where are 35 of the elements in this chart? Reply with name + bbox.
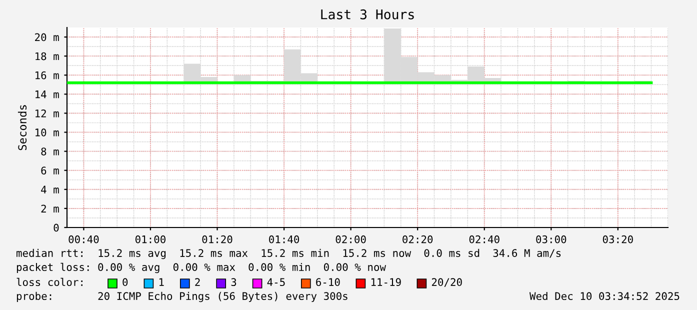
y-tick-label: 10 m: [36, 128, 59, 136]
legend-label: 11-19: [371, 278, 401, 286]
y-tick-label: 16 m: [36, 71, 59, 80]
y-tick-label: 14 m: [36, 90, 59, 98]
text: packet loss: 0.00 % avg 0.00 % max 0.00 % min 0.00 % now: [16, 262, 386, 274]
y-tick-label: 20 m: [35, 33, 59, 42]
legend-label: 0: [122, 278, 128, 286]
text: Wed Dec 10 03:34:52 2025: [529, 292, 680, 300]
y-tick-label: 0: [54, 224, 59, 232]
x-tick-label: 00:40: [68, 235, 99, 244]
x-tick-label: 03:20: [602, 235, 633, 244]
y-tick-label: 6 m: [41, 166, 59, 174]
y-axis-title: Seconds: [18, 105, 27, 150]
legend-label: 4-5: [267, 278, 285, 286]
x-tick-label: 01:00: [135, 235, 166, 244]
chart-title: Last 3 Hours: [321, 9, 414, 20]
legend-label: 1: [159, 278, 164, 286]
x-tick-label: 02:00: [336, 235, 366, 244]
legend-label: 2: [195, 278, 200, 286]
x-tick-label: 02:20: [402, 235, 433, 244]
x-tick-label: 03:00: [536, 235, 566, 244]
y-tick-label: 4 m: [41, 186, 59, 194]
text: median rtt: 15.2 ms avg 15.2 ms max 15.2 ms min 15.2 ms now 0.0 ms sd 34.6 M am/s: [16, 248, 561, 260]
text: loss color:: [16, 278, 82, 286]
legend-label: 20/20: [432, 278, 462, 287]
y-tick-label: 18 m: [36, 52, 59, 60]
y-tick-label: 2 m: [41, 204, 59, 212]
text: probe: 20 ICMP Echo Pings (56 Bytes) every 300s: [16, 292, 348, 302]
x-tick-label: 01:20: [202, 235, 232, 244]
y-tick-label: 8 m: [41, 148, 59, 156]
legend-label: 6-10: [316, 278, 340, 286]
x-tick-label: 02:40: [469, 235, 500, 244]
x-tick-label: 01:40: [269, 235, 300, 244]
y-tick-label: 12 m: [36, 109, 59, 118]
legend-label: 3: [231, 278, 236, 286]
